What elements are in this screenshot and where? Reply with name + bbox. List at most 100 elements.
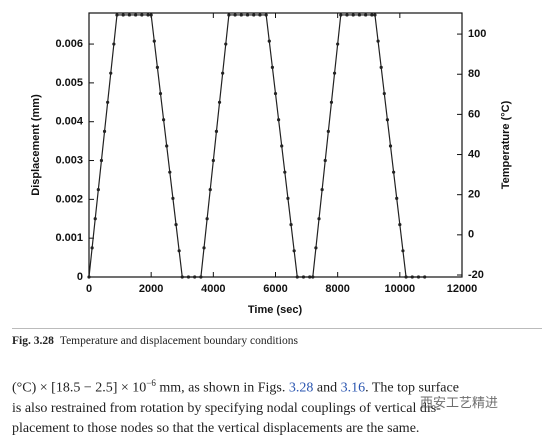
data-point	[382, 91, 386, 96]
y2-axis-label: Temperature (°C)	[500, 100, 512, 189]
y2-tick-label: 100	[468, 28, 486, 40]
data-point	[264, 13, 268, 17]
data-point	[376, 39, 380, 43]
data-point	[329, 100, 334, 104]
caption-label: Fig. 3.28	[12, 335, 54, 347]
y-tick-label: 0.002	[55, 193, 83, 205]
caption-text: Temperature and displacement boundary co…	[59, 335, 298, 347]
data-point	[158, 91, 163, 96]
data-point	[323, 158, 327, 163]
y-tick-label: 0.004	[55, 116, 83, 128]
data-point	[336, 42, 340, 46]
separator	[12, 328, 542, 329]
data-point	[392, 170, 396, 174]
text: and	[313, 380, 341, 396]
data-point	[202, 246, 206, 250]
data-point	[109, 71, 113, 75]
data-point	[174, 222, 178, 227]
data-point	[205, 217, 209, 221]
data-point	[180, 275, 184, 279]
text: (°C) × [18.5 − 2.5] × 10	[12, 380, 147, 396]
data-point	[364, 13, 368, 17]
data-point	[152, 39, 156, 43]
y-tick-label: 0	[77, 271, 83, 283]
data-point	[277, 118, 281, 122]
y2-tick-label: 0	[468, 229, 474, 241]
data-point	[308, 275, 312, 279]
data-point	[146, 13, 150, 17]
text-line: is also restrained from rotation by spec…	[12, 400, 441, 416]
data-point	[345, 13, 349, 17]
data-line	[88, 14, 425, 278]
data-point	[283, 170, 287, 174]
text-line: placement to those nodes so that the ver…	[12, 420, 420, 436]
text: mm, as shown in Figs.	[155, 380, 289, 396]
x-tick-label: 10000	[385, 283, 416, 295]
data-point	[295, 275, 299, 279]
data-point	[177, 249, 181, 253]
data-point	[155, 65, 159, 69]
data-point	[211, 158, 215, 163]
data-point	[326, 129, 330, 134]
x-tick-label: 12000	[447, 283, 478, 295]
data-point	[208, 188, 212, 192]
x-tick-label: 6000	[263, 283, 287, 295]
data-point	[317, 217, 321, 221]
data-point	[227, 13, 231, 17]
data-point	[90, 246, 94, 250]
data-point	[314, 246, 318, 250]
x-tick-label: 2000	[139, 283, 163, 295]
x-tick-label: 4000	[201, 283, 225, 295]
data-point	[273, 91, 278, 96]
data-point	[162, 118, 166, 122]
superscript: −6	[146, 378, 156, 388]
data-point	[373, 13, 377, 17]
data-point	[127, 13, 132, 17]
y-tick-label: 0.001	[55, 232, 83, 244]
data-point	[115, 13, 119, 17]
data-point	[245, 13, 250, 17]
data-point	[87, 275, 91, 279]
data-point	[286, 196, 290, 200]
data-point	[217, 100, 222, 104]
x-tick-label: 0	[86, 283, 92, 295]
data-point	[96, 188, 100, 192]
data-point	[423, 275, 427, 279]
y2-tick-label: -20	[468, 269, 484, 281]
data-point	[112, 42, 116, 46]
y2-tick-label: 80	[468, 68, 480, 80]
data-point	[149, 13, 153, 17]
y2-tick-label: 20	[468, 189, 480, 201]
data-point	[410, 275, 414, 279]
x-axis-label: Time (sec)	[248, 304, 303, 316]
body-text: (°C) × [18.5 − 2.5] × 10−6 mm, as shown …	[12, 373, 459, 439]
chart: Time (sec) Displacement (mm) Temperature…	[30, 12, 512, 316]
data-point	[395, 196, 399, 200]
data-point	[320, 188, 324, 192]
y2-tick-label: 40	[468, 148, 480, 160]
data-point	[252, 13, 256, 17]
figure-link[interactable]: 3.28	[288, 380, 314, 396]
data-point	[193, 275, 197, 279]
data-point	[351, 13, 355, 17]
data-point	[404, 275, 408, 279]
y-tick-label: 0.003	[55, 154, 83, 166]
figure-link[interactable]: 3.16	[340, 380, 366, 396]
plot-frame	[88, 12, 463, 278]
data-point	[106, 100, 110, 104]
data-point	[401, 249, 405, 253]
data-point	[239, 13, 243, 17]
data-point	[233, 13, 237, 17]
watermark: 西安工艺精进	[420, 396, 499, 411]
data-point	[388, 144, 393, 148]
data-point	[267, 39, 271, 43]
y-tick-label: 0.005	[55, 77, 83, 89]
data-point	[301, 275, 306, 279]
x-tick-label: 8000	[325, 283, 349, 295]
data-point	[186, 275, 191, 279]
data-point	[311, 275, 315, 279]
data-point	[134, 13, 138, 17]
data-point	[171, 196, 175, 200]
data-point	[289, 222, 293, 227]
